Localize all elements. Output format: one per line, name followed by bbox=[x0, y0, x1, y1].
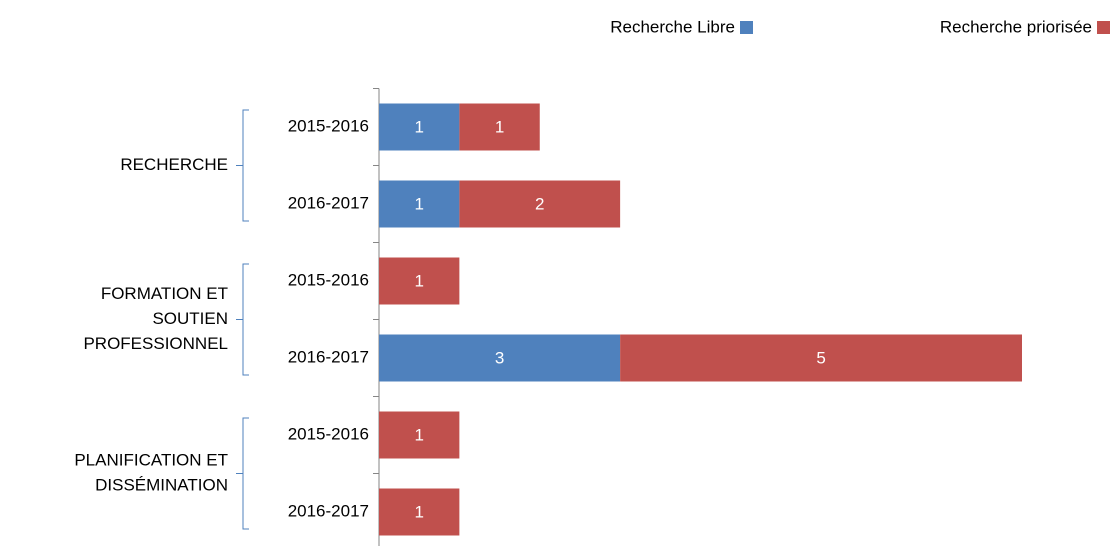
legend-swatch bbox=[1097, 21, 1110, 34]
category-label: 2015-2016 bbox=[288, 424, 369, 443]
value-label: 1 bbox=[414, 502, 423, 521]
group-label: SOUTIEN bbox=[152, 309, 228, 328]
bar bbox=[379, 103, 460, 151]
bar bbox=[620, 334, 1022, 382]
category-label: 2015-2016 bbox=[288, 116, 369, 135]
bar bbox=[459, 180, 621, 228]
group-label: RECHERCHE bbox=[120, 155, 228, 174]
value-label: 2 bbox=[535, 194, 544, 213]
value-label: 1 bbox=[414, 194, 423, 213]
group-bracket bbox=[236, 263, 249, 376]
group-label: DISSÉMINATION bbox=[95, 475, 228, 494]
group-bracket bbox=[236, 417, 249, 530]
value-label: 1 bbox=[414, 117, 423, 136]
value-label: 1 bbox=[414, 425, 423, 444]
group-label: FORMATION ET bbox=[101, 284, 228, 303]
bar bbox=[379, 180, 460, 228]
legend-label: Recherche Libre bbox=[610, 17, 735, 36]
value-label: 3 bbox=[495, 348, 504, 367]
value-label: 1 bbox=[495, 117, 504, 136]
bar bbox=[379, 411, 460, 459]
group-label: PLANIFICATION ET bbox=[74, 450, 228, 469]
bar bbox=[459, 103, 540, 151]
bar bbox=[379, 334, 621, 382]
legend-swatch bbox=[740, 21, 753, 34]
bar bbox=[379, 257, 460, 305]
category-label: 2016-2017 bbox=[288, 347, 369, 366]
category-label: 2016-2017 bbox=[288, 193, 369, 212]
value-label: 5 bbox=[816, 348, 825, 367]
value-label: 1 bbox=[414, 271, 423, 290]
legend-label: Recherche priorisée bbox=[940, 17, 1092, 36]
category-label: 2015-2016 bbox=[288, 270, 369, 289]
bar bbox=[379, 488, 460, 536]
group-label: PROFESSIONNEL bbox=[83, 334, 228, 353]
category-label: 2016-2017 bbox=[288, 501, 369, 520]
group-bracket bbox=[236, 109, 249, 222]
